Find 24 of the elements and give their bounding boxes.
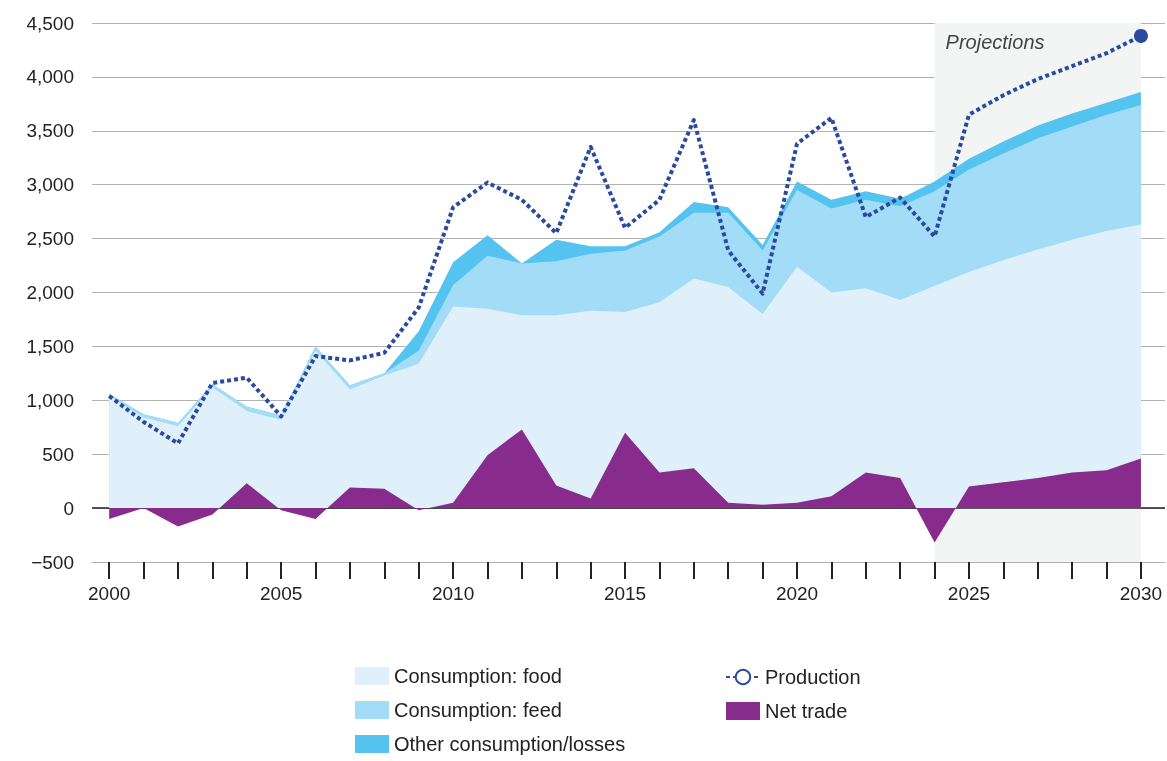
legend-label: Consumption: feed	[394, 699, 562, 721]
y-tick-label: −500	[31, 551, 74, 573]
x-tick-label: 2000	[88, 583, 131, 604]
band-label: Projections	[945, 31, 1045, 53]
legend-label: Production	[765, 666, 861, 688]
y-tick-label: 4,500	[26, 12, 74, 34]
x-tick-label: 2020	[775, 583, 819, 604]
x-tick-label: 2005	[260, 583, 303, 604]
y-tick-label: 3,500	[26, 120, 74, 142]
x-tick-label: 2015	[603, 583, 647, 604]
x-tick-label: 2025	[947, 583, 991, 604]
legend-label: Net trade	[765, 700, 848, 722]
y-tick-label: 1,500	[26, 335, 74, 357]
legend-label: Other consumption/losses	[394, 733, 626, 755]
y-tick-label: 2,500	[26, 228, 74, 250]
x-tick-label: 2010	[431, 583, 475, 604]
y-tick-label: 2,000	[26, 282, 74, 303]
y-tick-label: 1,000	[26, 389, 74, 411]
y-tick-label: 0	[63, 497, 74, 519]
legend-label: Consumption: food	[394, 665, 562, 687]
y-tick-label: 500	[42, 443, 74, 465]
x-tick-label: 2030	[1119, 583, 1163, 604]
y-tick-label: 3,000	[26, 174, 74, 196]
y-tick-label: 4,000	[26, 66, 74, 88]
